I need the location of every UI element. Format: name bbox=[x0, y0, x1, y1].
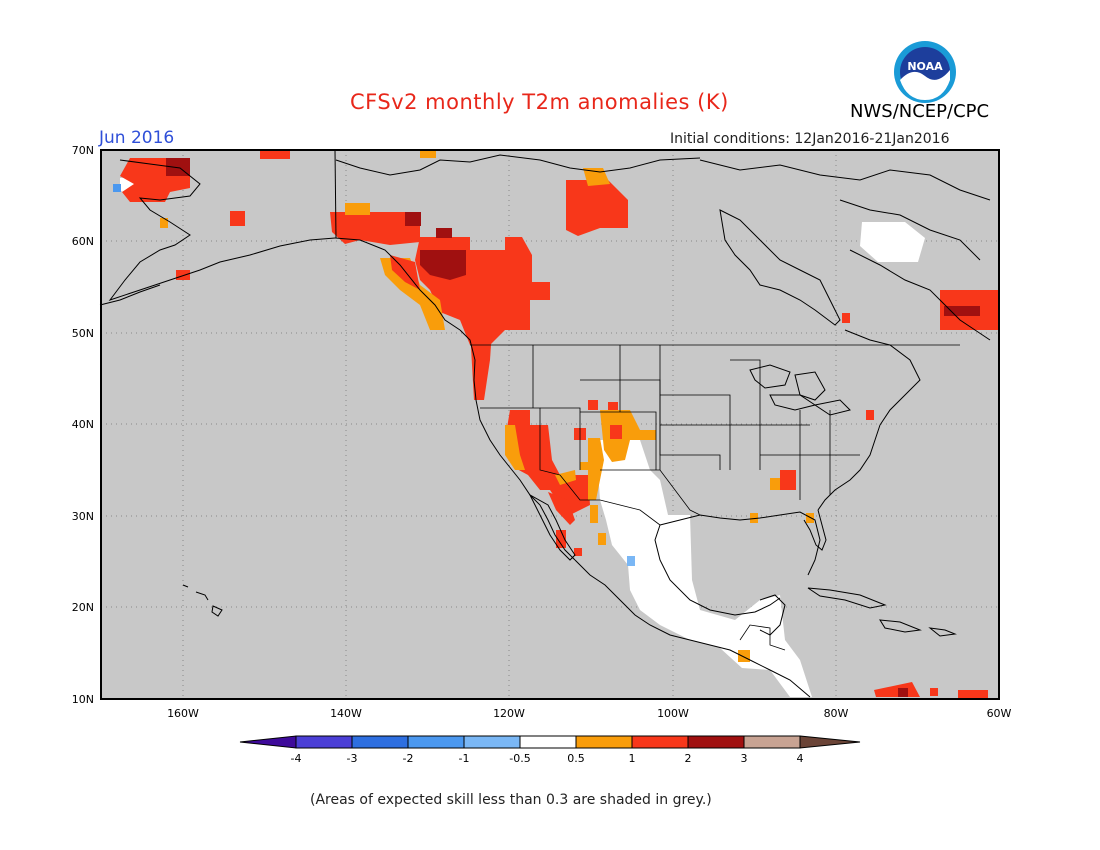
colorbar-swatch bbox=[295, 735, 353, 749]
lat-label-70n: 70N bbox=[72, 144, 94, 157]
colorbar-swatch bbox=[631, 735, 689, 749]
cool-anomalies bbox=[113, 184, 635, 566]
colorbar-swatch bbox=[687, 735, 745, 749]
lon-label-80w: 80W bbox=[824, 707, 849, 720]
latitude-labels: 70N 60N 50N 40N 30N 20N 10N bbox=[72, 144, 94, 706]
noaa-logo-text: NOAA bbox=[907, 60, 943, 73]
lat-label-50n: 50N bbox=[72, 327, 94, 340]
colorbar-label: 0.5 bbox=[567, 752, 585, 765]
lon-label-100w: 100W bbox=[657, 707, 689, 720]
skill-footnote: (Areas of expected skill less than 0.3 a… bbox=[310, 792, 712, 808]
lat-label-10n: 10N bbox=[72, 693, 94, 706]
agency-label: NWS/NCEP/CPC bbox=[850, 101, 990, 122]
longitude-labels: 160W 140W 120W 100W 80W 60W bbox=[167, 707, 1011, 720]
map-frame bbox=[100, 149, 1000, 700]
initial-conditions: Initial conditions: 12Jan2016-21Jan2016 bbox=[670, 131, 950, 147]
colorbar-label: -0.5 bbox=[509, 752, 530, 765]
warm-anomalies bbox=[120, 150, 999, 698]
colorbar-label: -1 bbox=[459, 752, 470, 765]
lon-label-60w: 60W bbox=[987, 707, 1012, 720]
political-borders bbox=[470, 344, 960, 651]
map-background bbox=[101, 150, 999, 699]
lat-label-20n: 20N bbox=[72, 601, 94, 614]
colorbar-swatch bbox=[351, 735, 409, 749]
map-title: CFSv2 monthly T2m anomalies (K) bbox=[350, 90, 729, 114]
colorbar-arrow-cold bbox=[239, 735, 297, 749]
colorbar-swatch bbox=[519, 735, 577, 749]
noaa-logo: NOAA bbox=[894, 41, 956, 103]
lon-label-160w: 160W bbox=[167, 707, 199, 720]
lon-label-140w: 140W bbox=[330, 707, 362, 720]
colorbar-swatch bbox=[575, 735, 633, 749]
colorbar-labels: -4 -3 -2 -1 -0.5 0.5 1 2 3 4 bbox=[291, 752, 804, 765]
colorbar-swatch bbox=[463, 735, 521, 749]
colorbar-swatch bbox=[743, 735, 801, 749]
colorbar-label: 1 bbox=[629, 752, 636, 765]
colorbar-label: -3 bbox=[347, 752, 358, 765]
colorbar-label: 2 bbox=[685, 752, 692, 765]
colorbar-label: -2 bbox=[403, 752, 414, 765]
colorbar-label: 3 bbox=[741, 752, 748, 765]
colorbar bbox=[239, 735, 861, 749]
colorbar-swatch bbox=[407, 735, 465, 749]
colorbar-label: 4 bbox=[797, 752, 804, 765]
colorbar-arrow-warm bbox=[799, 735, 861, 749]
lat-label-40n: 40N bbox=[72, 418, 94, 431]
coastlines bbox=[99, 149, 991, 698]
lat-label-30n: 30N bbox=[72, 510, 94, 523]
lat-label-60n: 60N bbox=[72, 235, 94, 248]
forecast-month: Jun 2016 bbox=[99, 128, 175, 148]
lon-label-120w: 120W bbox=[493, 707, 525, 720]
colorbar-label: -4 bbox=[291, 752, 302, 765]
